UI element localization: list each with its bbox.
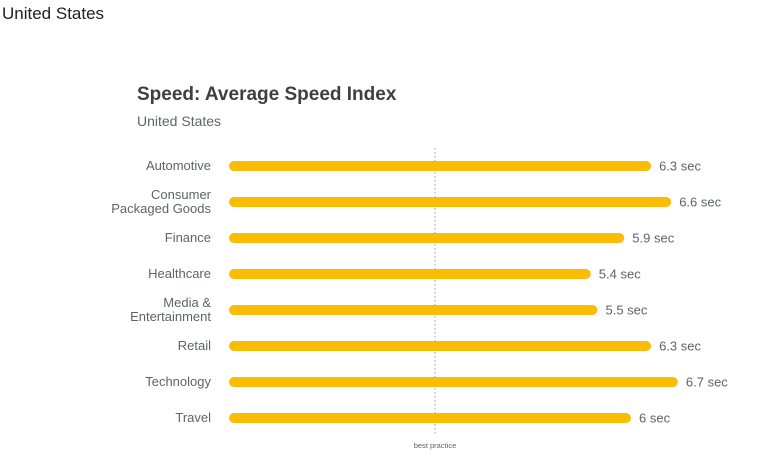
best-practice-label: best practice (414, 441, 457, 450)
bar (229, 377, 678, 387)
chart-subtitle: United States (137, 113, 222, 129)
category-label: Technology (145, 374, 211, 389)
value-label: 6.3 sec (659, 159, 701, 174)
category-label: Healthcare (148, 266, 211, 281)
category-label: Packaged Goods (111, 201, 211, 216)
category-label: Travel (175, 410, 211, 425)
category-label: Media & (163, 295, 211, 310)
chart-title: Speed: Average Speed Index (137, 84, 397, 105)
value-label: 6.7 sec (686, 375, 728, 390)
bar-chart: best practice Automotive 6.3 sec ConsumerPa… (111, 148, 728, 450)
value-label: 6 sec (639, 411, 671, 426)
category-label: Finance (165, 230, 211, 245)
bar (229, 305, 598, 315)
bar (229, 233, 625, 243)
value-label: 5.9 sec (632, 231, 674, 246)
bar (229, 413, 631, 423)
category-label: Entertainment (130, 309, 211, 324)
category-label: Consumer (151, 187, 212, 202)
category-label: Retail (178, 338, 211, 353)
bar (229, 341, 652, 351)
category-label: Automotive (146, 158, 211, 173)
value-label: 5.4 sec (599, 267, 641, 282)
page-heading: United States (2, 4, 105, 23)
value-label: 6.6 sec (679, 195, 721, 210)
bar (229, 161, 652, 171)
value-label: 5.5 sec (606, 303, 648, 318)
bar (229, 197, 672, 207)
bar (229, 269, 591, 279)
value-label: 6.3 sec (659, 339, 701, 354)
chart-card: Speed: Average Speed Index United States… (4, 44, 768, 463)
